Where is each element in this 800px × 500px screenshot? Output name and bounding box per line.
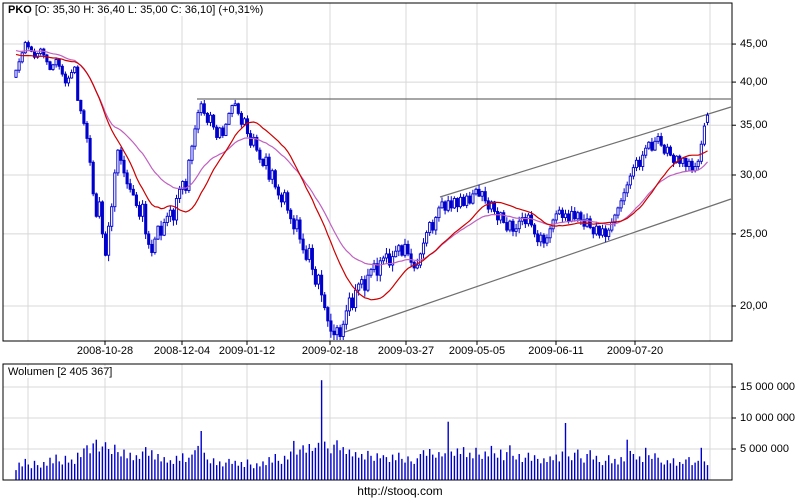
price-tick-label: 35,00 <box>740 119 768 132</box>
date-tick-label: 2009-06-11 <box>528 345 584 357</box>
volume-tick-label: 5 000 000 <box>740 443 789 455</box>
date-tick-label: 2009-02-18 <box>301 345 359 357</box>
date-tick-label: 2009-01-12 <box>218 345 276 357</box>
price-tick-label: 20,00 <box>740 299 768 312</box>
price-chart-title: PKO [O: 35,30 H: 36,40 L: 35,00 C: 36,10… <box>6 4 266 16</box>
volume-tick-label: 15 000 000 <box>740 381 796 393</box>
price-tick-label: 45,00 <box>740 38 768 51</box>
date-tick-label: 2009-07-20 <box>606 345 664 357</box>
price-tick-label: 30,00 <box>740 169 768 181</box>
price-tick-label: 25,00 <box>740 227 768 240</box>
stooq-link[interactable]: http://stooq.com <box>357 484 443 498</box>
ticker-symbol: PKO <box>8 4 32 16</box>
date-tick-label: 2008-12-04 <box>153 345 211 357</box>
price-tick-label: 40,00 <box>740 76 768 89</box>
footer: http://stooq.com <box>0 482 800 500</box>
date-tick-label: 2009-05-05 <box>448 345 506 357</box>
volume-tick-label: 10 000 000 <box>740 412 796 424</box>
date-tick-label: 2008-10-28 <box>76 345 134 357</box>
volume-panel-title: Wolumen [2 405 367] <box>6 366 115 378</box>
date-tick-label: 2009-03-27 <box>377 345 435 357</box>
ohlc-readout: [O: 35,30 H: 36,40 L: 35,00 C: 36,10] (+… <box>31 4 264 16</box>
